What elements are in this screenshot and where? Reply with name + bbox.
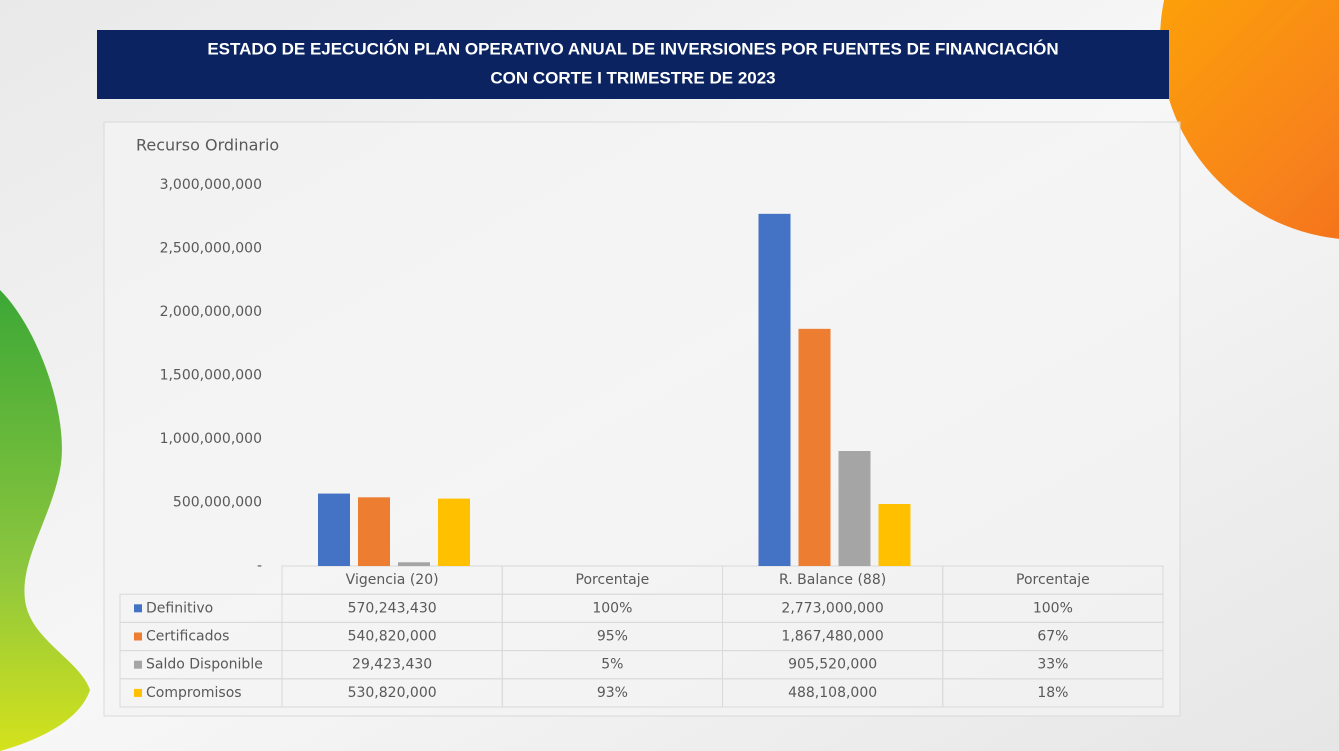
table-value: 2,773,000,000 (781, 600, 883, 616)
table-value: 530,820,000 (348, 685, 437, 701)
table-value: 905,520,000 (788, 657, 877, 673)
bar (358, 497, 390, 566)
y-axis-title: Recurso Ordinario (136, 136, 279, 155)
y-tick-label: 2,000,000,000 (160, 304, 262, 320)
bar (398, 562, 430, 566)
legend-label: Definitivo (146, 600, 213, 616)
table-value: 29,423,430 (352, 657, 432, 673)
category-label: R. Balance (88) (779, 572, 886, 588)
table-value: 93% (597, 685, 628, 701)
table-value: 18% (1037, 685, 1068, 701)
title-line: CON CORTE I TRIMESTRE DE 2023 (490, 68, 775, 87)
table-value: 100% (592, 600, 632, 616)
table-value: 95% (597, 629, 628, 645)
y-tick-label: 1,500,000,000 (160, 368, 262, 384)
legend-label: Saldo Disponible (146, 657, 263, 673)
table-value: 1,867,480,000 (781, 629, 883, 645)
bar (879, 504, 911, 566)
table-value: 570,243,430 (348, 600, 437, 616)
category-label: Porcentaje (576, 572, 650, 588)
legend-label: Compromisos (146, 685, 242, 701)
y-tick-label: 3,000,000,000 (160, 177, 262, 193)
y-tick-label: 2,500,000,000 (160, 241, 262, 257)
y-tick-label: 1,000,000,000 (160, 431, 262, 447)
category-label: Vigencia (20) (346, 572, 439, 588)
bar (318, 494, 350, 566)
table-value: 540,820,000 (348, 629, 437, 645)
y-tick-label: 500,000,000 (173, 495, 262, 511)
bar (438, 499, 470, 566)
page: ESTADO DE EJECUCIÓN PLAN OPERATIVO ANUAL… (0, 0, 1339, 751)
legend-swatch (134, 661, 142, 669)
bar (839, 451, 871, 566)
legend-swatch (134, 689, 142, 697)
table-value: 67% (1037, 629, 1068, 645)
y-tick-label: - (257, 558, 262, 574)
legend-swatch (134, 604, 142, 612)
chart-panel (104, 122, 1180, 716)
title-line: ESTADO DE EJECUCIÓN PLAN OPERATIVO ANUAL… (207, 39, 1058, 58)
table-value: 100% (1033, 600, 1073, 616)
legend-label: Certificados (146, 629, 229, 645)
category-label: Porcentaje (1016, 572, 1090, 588)
table-value: 488,108,000 (788, 685, 877, 701)
table-value: 5% (601, 657, 623, 673)
legend-swatch (134, 633, 142, 641)
table-value: 33% (1037, 657, 1068, 673)
bar (799, 329, 831, 566)
bar (759, 214, 791, 566)
